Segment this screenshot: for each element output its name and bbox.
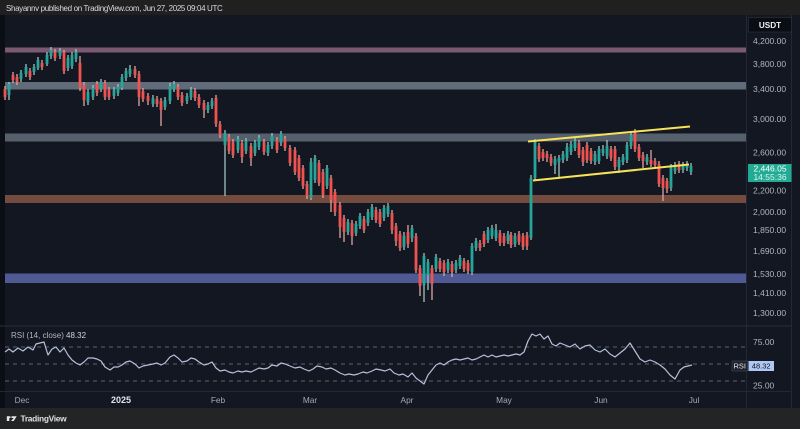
svg-text:1,850.00: 1,850.00 bbox=[753, 225, 786, 235]
svg-text:Shayannv published on TradingV: Shayannv published on TradingView.com, J… bbox=[6, 4, 223, 13]
svg-text:3,800.00: 3,800.00 bbox=[753, 59, 786, 69]
svg-text:Apr: Apr bbox=[401, 395, 414, 405]
svg-text:Feb: Feb bbox=[211, 395, 226, 405]
svg-text:TradingView: TradingView bbox=[21, 413, 68, 423]
svg-text:2025: 2025 bbox=[111, 395, 131, 405]
svg-text:3,000.00: 3,000.00 bbox=[753, 114, 786, 124]
svg-text:May: May bbox=[496, 395, 513, 405]
svg-text:14:55:36: 14:55:36 bbox=[753, 172, 786, 182]
svg-text:2,600.00: 2,600.00 bbox=[753, 148, 786, 158]
svg-text:Jul: Jul bbox=[689, 395, 700, 405]
svg-text:2,446.05: 2,446.05 bbox=[753, 164, 786, 174]
svg-text:Jun: Jun bbox=[594, 395, 608, 405]
svg-text:1,530.00: 1,530.00 bbox=[753, 269, 786, 279]
svg-text:48.32: 48.32 bbox=[66, 331, 87, 340]
svg-text:4,200.00: 4,200.00 bbox=[753, 36, 786, 46]
svg-text:RSI (14, close): RSI (14, close) bbox=[11, 331, 64, 340]
svg-text:48.32: 48.32 bbox=[752, 362, 771, 371]
svg-text:RSI: RSI bbox=[733, 362, 746, 371]
svg-text:3,400.00: 3,400.00 bbox=[753, 84, 786, 94]
svg-text:Dec: Dec bbox=[15, 395, 30, 405]
svg-text:75.00: 75.00 bbox=[753, 337, 775, 347]
svg-text:USDT: USDT bbox=[759, 21, 781, 30]
svg-text:1,300.00: 1,300.00 bbox=[753, 308, 786, 318]
svg-text:25.00: 25.00 bbox=[753, 381, 775, 391]
svg-text:2,000.00: 2,000.00 bbox=[753, 207, 786, 217]
svg-text:Mar: Mar bbox=[303, 395, 318, 405]
svg-text:2,200.00: 2,200.00 bbox=[753, 186, 786, 196]
svg-text:1,690.00: 1,690.00 bbox=[753, 246, 786, 256]
svg-text:1,410.00: 1,410.00 bbox=[753, 288, 786, 298]
